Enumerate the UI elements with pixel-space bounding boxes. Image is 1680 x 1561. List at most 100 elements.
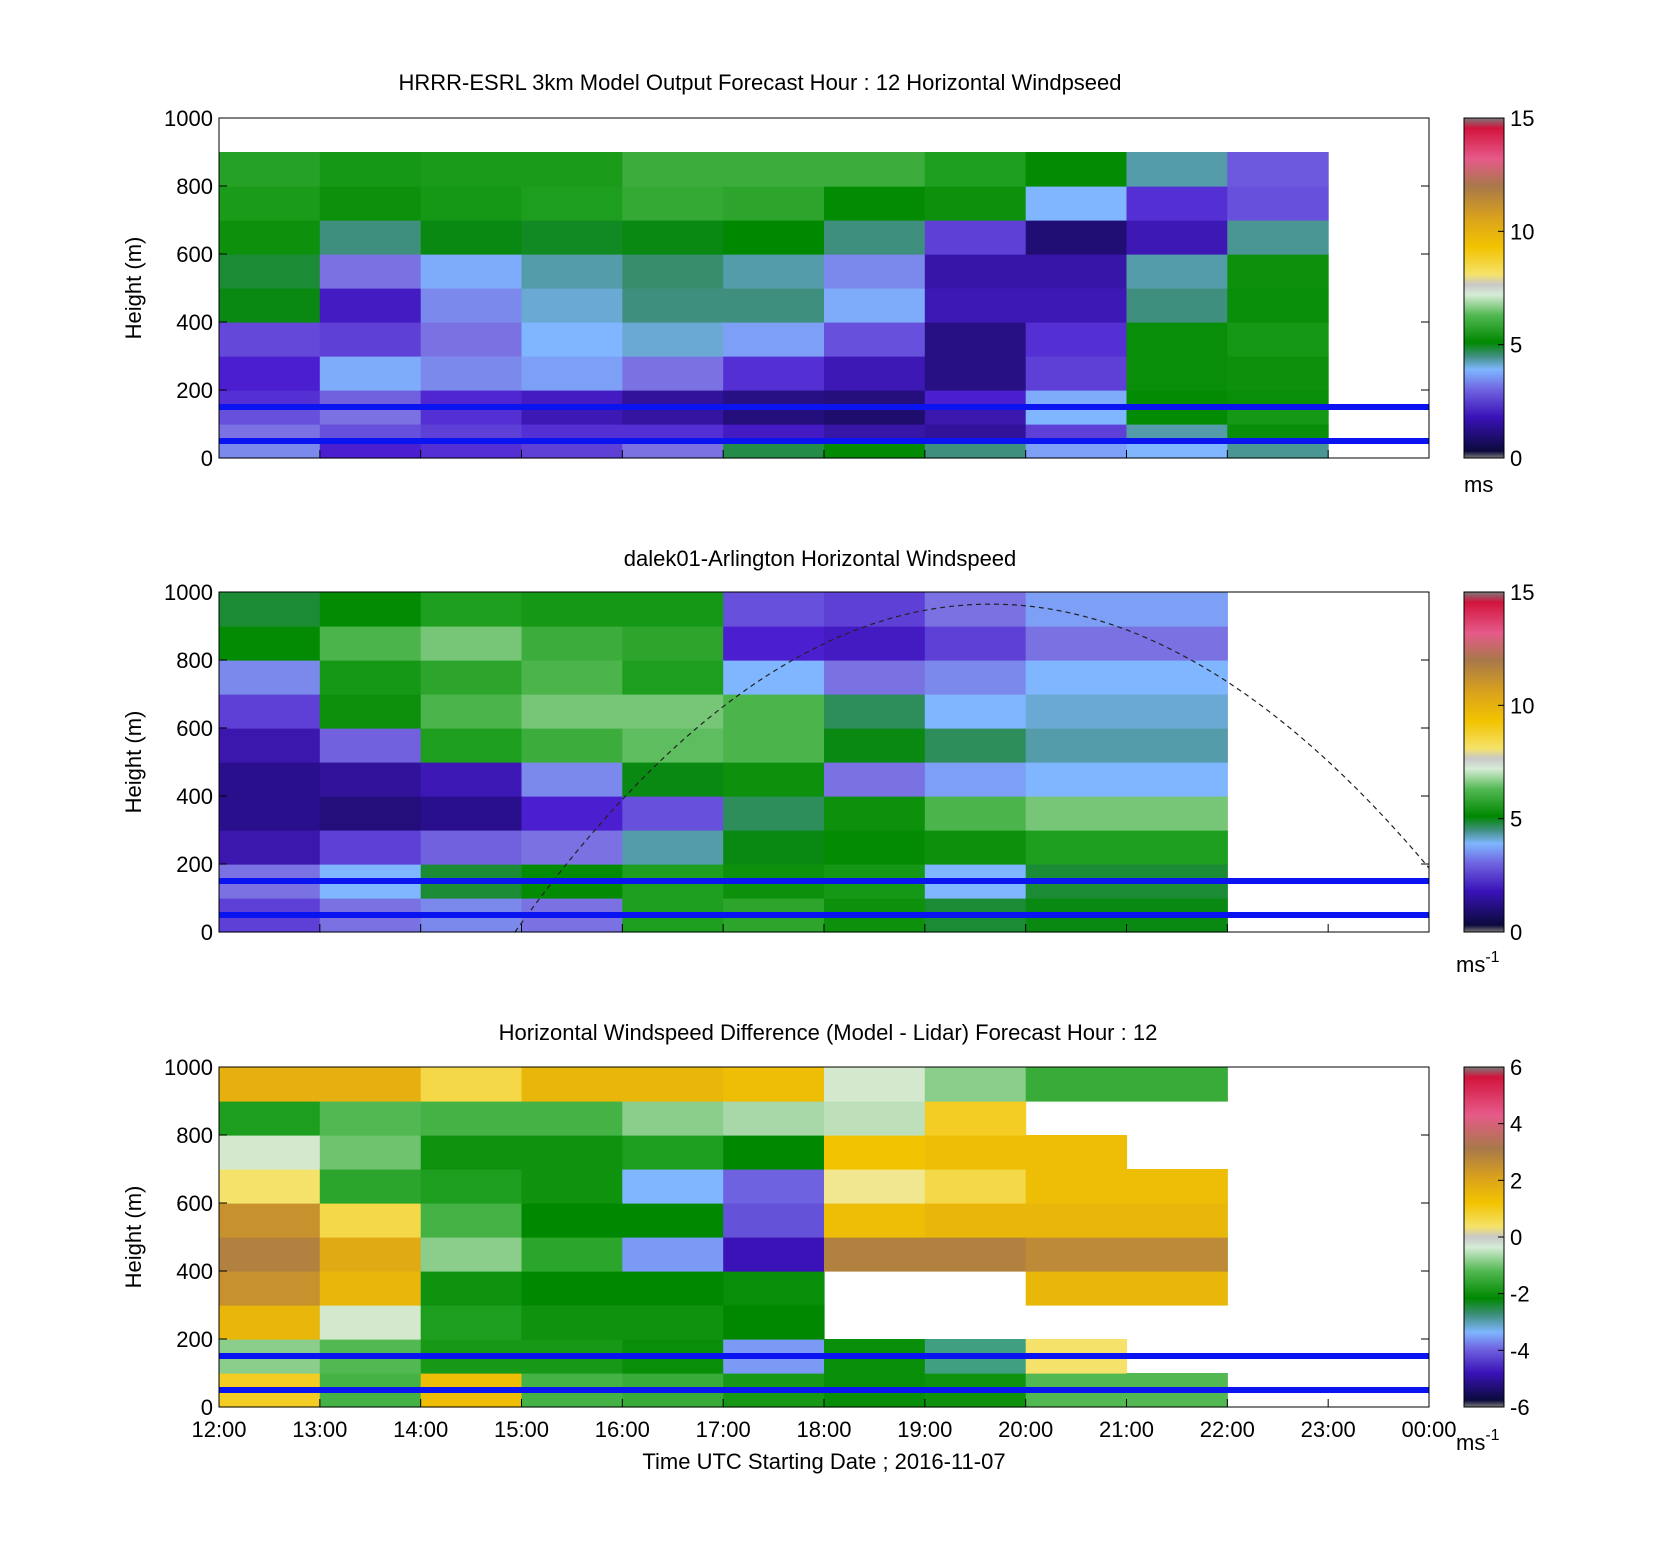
panel-diff-cell xyxy=(924,1135,1027,1170)
panel-model-cell xyxy=(1025,288,1128,323)
panel-model-cell xyxy=(622,424,724,442)
panel-lidar-cell xyxy=(924,796,1027,831)
panel-diff-cell xyxy=(219,1271,321,1306)
panel-diff-cell xyxy=(1126,1169,1228,1204)
panel-lidar-cell xyxy=(1025,626,1128,661)
panel-diff-colorbar-tick-label: 2 xyxy=(1510,1168,1522,1193)
panel-diff-cell xyxy=(723,1305,825,1340)
panel-diff-cell xyxy=(420,1067,523,1102)
panel-diff-cell xyxy=(723,1237,825,1272)
panel-model-cell xyxy=(1025,424,1128,442)
panel-diff-colorbar-tick-label: -2 xyxy=(1510,1282,1530,1307)
panel-model-cell xyxy=(420,220,523,255)
panel-model-cell xyxy=(219,254,321,289)
panel-diff-cell xyxy=(622,1237,724,1272)
panel-diff-cell xyxy=(622,1101,724,1136)
panel-model-cell xyxy=(219,220,321,255)
panel-lidar-cell xyxy=(219,728,321,763)
panel-model-cell xyxy=(723,407,825,425)
panel-lidar-cell xyxy=(1025,796,1128,831)
panel-model-cell xyxy=(1227,390,1329,408)
panel-lidar-cell xyxy=(824,626,926,661)
panel-diff-ylabel: Height (m) xyxy=(121,1186,146,1289)
panel-model-cell xyxy=(420,390,523,408)
panel-lidar-cell xyxy=(622,762,724,797)
panel-diff-cell xyxy=(420,1135,523,1170)
panel-diff-cell xyxy=(622,1271,724,1306)
panel-lidar-cell xyxy=(521,830,623,865)
panel-lidar-cell xyxy=(219,830,321,865)
panel-lidar-cell xyxy=(1126,796,1228,831)
panel-model-cell xyxy=(420,424,523,442)
panel-model-cell xyxy=(219,424,321,442)
panel-lidar-cell xyxy=(1126,592,1228,627)
panel-lidar-cell xyxy=(924,694,1027,729)
panel-model-cell xyxy=(622,254,724,289)
panel-lidar-cell xyxy=(1126,694,1228,729)
panel-lidar-cell xyxy=(420,660,523,695)
panel-lidar-y-tick-label: 200 xyxy=(176,852,213,877)
panel-diff-cell xyxy=(319,1271,422,1306)
panel-lidar-colorbar-tick-label: 10 xyxy=(1510,693,1534,718)
panel-model-cell xyxy=(319,322,422,357)
panel-model-cell xyxy=(622,407,724,425)
panel-model-cell xyxy=(1126,322,1228,357)
panel-lidar-cell xyxy=(521,626,623,661)
panel-lidar-y-tick-label: 800 xyxy=(176,648,213,673)
panel-diff-cell xyxy=(824,1067,926,1102)
panel-diff-colorbar-unit: ms-1 xyxy=(1456,1427,1500,1455)
panel-model-cell xyxy=(521,424,623,442)
x-tick-label: 23:00 xyxy=(1301,1417,1356,1442)
panel-model-cell xyxy=(622,152,724,187)
panel-lidar-cell xyxy=(723,592,825,627)
panel-model-cell xyxy=(924,220,1027,255)
panel-diff-cell xyxy=(622,1135,724,1170)
panel-model-y-tick-label: 600 xyxy=(176,242,213,267)
panel-diff-cell xyxy=(319,1305,422,1340)
panel-model-y-tick-label: 800 xyxy=(176,174,213,199)
x-tick-label: 00:00 xyxy=(1401,1417,1456,1442)
panel-model-cell xyxy=(924,407,1027,425)
x-tick-labels: 12:00 13:00 14:00 15:00 16:00 17:00 18:00 19:00… xyxy=(191,1417,1456,1442)
panel-model-cell xyxy=(1227,322,1329,357)
panel-lidar-cell xyxy=(420,830,523,865)
panel-lidar-cell xyxy=(824,728,926,763)
panel-diff-cell xyxy=(622,1169,724,1204)
panel-lidar-cell xyxy=(1025,694,1128,729)
panel-diff-cell xyxy=(924,1101,1027,1136)
panel-model-cell xyxy=(219,356,321,391)
panel-lidar-cell xyxy=(521,796,623,831)
panel-model-colorbar xyxy=(1463,117,1505,459)
panel-model-cell xyxy=(319,152,422,187)
panel-model-cell xyxy=(1227,254,1329,289)
panel-diff-colorbar-tick-label: -4 xyxy=(1510,1338,1530,1363)
panel-diff-cell xyxy=(723,1271,825,1306)
panel-diff-cell xyxy=(1126,1271,1228,1306)
panel-model-cell xyxy=(1025,152,1128,187)
panel-lidar-colorbar-tick-label: 5 xyxy=(1510,807,1522,832)
panel-model-cell xyxy=(1126,390,1228,408)
panel-lidar-cell xyxy=(723,728,825,763)
panel-model-cell xyxy=(319,288,422,323)
panel-diff-cell xyxy=(1126,1067,1228,1102)
panel-diff-cell xyxy=(319,1067,422,1102)
panel-model-cell xyxy=(1126,254,1228,289)
panel-model-cell xyxy=(1126,441,1228,459)
panel-diff-cell xyxy=(319,1203,422,1238)
panel-model-cell xyxy=(924,424,1027,442)
panel-lidar-cell xyxy=(1126,626,1228,661)
panel-lidar-cell xyxy=(521,694,623,729)
x-tick-label: 13:00 xyxy=(292,1417,347,1442)
panel-lidar-ylabel: Height (m) xyxy=(121,711,146,814)
x-tick-label: 22:00 xyxy=(1200,1417,1255,1442)
panel-diff-cell xyxy=(622,1067,724,1102)
panel-lidar-cell xyxy=(420,592,523,627)
panel-model-cell xyxy=(521,220,623,255)
panel-model-cell xyxy=(924,152,1027,187)
panel-diff-cell xyxy=(521,1305,623,1340)
panel-model-cell xyxy=(319,254,422,289)
panel-lidar-cell xyxy=(824,592,926,627)
panel-lidar-cell xyxy=(1025,592,1128,627)
panel-model-y-tick-label: 400 xyxy=(176,310,213,335)
panel-model-cell xyxy=(622,441,724,459)
